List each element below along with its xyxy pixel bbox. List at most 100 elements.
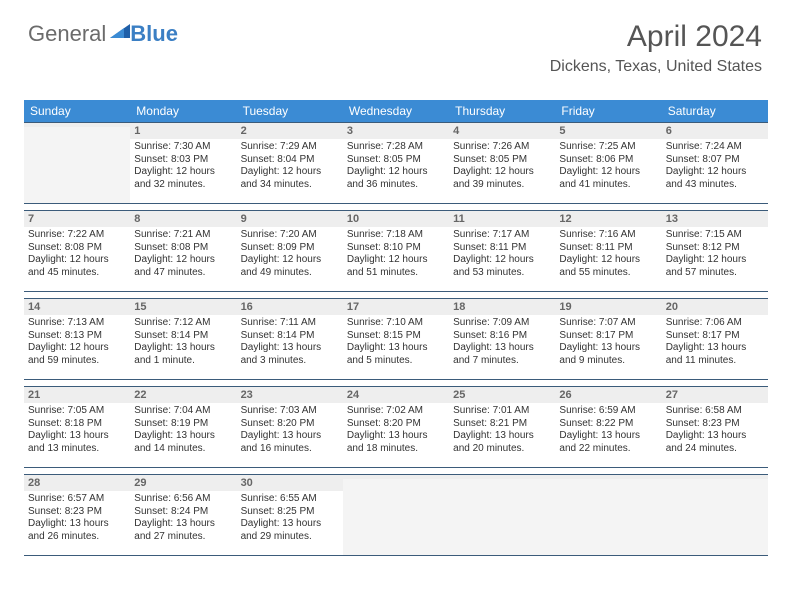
sunset-text: Sunset: 8:05 PM — [347, 154, 445, 167]
day-number — [449, 475, 555, 479]
sunrise-text: Sunrise: 7:07 AM — [559, 317, 657, 330]
sunrise-text: Sunrise: 7:09 AM — [453, 317, 551, 330]
daylight1-text: Daylight: 12 hours — [28, 254, 126, 267]
daylight1-text: Daylight: 13 hours — [134, 518, 232, 531]
sunrise-text: Sunrise: 7:16 AM — [559, 229, 657, 242]
sunrise-text: Sunrise: 7:21 AM — [134, 229, 232, 242]
sunrise-text: Sunrise: 6:58 AM — [666, 405, 764, 418]
day-cell: 8Sunrise: 7:21 AMSunset: 8:08 PMDaylight… — [130, 211, 236, 291]
daylight2-text: and 59 minutes. — [28, 355, 126, 368]
day-number: 23 — [237, 387, 343, 403]
day-number: 30 — [237, 475, 343, 491]
sunrise-text: Sunrise: 7:10 AM — [347, 317, 445, 330]
day-number — [555, 475, 661, 479]
day-number: 6 — [662, 123, 768, 139]
day-cell: 19Sunrise: 7:07 AMSunset: 8:17 PMDayligh… — [555, 299, 661, 379]
weekday-header: Saturday — [662, 100, 768, 122]
day-number: 26 — [555, 387, 661, 403]
daylight2-text: and 11 minutes. — [666, 355, 764, 368]
sunset-text: Sunset: 8:17 PM — [559, 330, 657, 343]
day-cell: 12Sunrise: 7:16 AMSunset: 8:11 PMDayligh… — [555, 211, 661, 291]
sunset-text: Sunset: 8:03 PM — [134, 154, 232, 167]
daylight1-text: Daylight: 13 hours — [134, 342, 232, 355]
sunset-text: Sunset: 8:09 PM — [241, 242, 339, 255]
daylight2-text: and 24 minutes. — [666, 443, 764, 456]
day-cell: 6Sunrise: 7:24 AMSunset: 8:07 PMDaylight… — [662, 123, 768, 203]
sunset-text: Sunset: 8:08 PM — [134, 242, 232, 255]
day-number: 10 — [343, 211, 449, 227]
daylight2-text: and 32 minutes. — [134, 179, 232, 192]
sunset-text: Sunset: 8:15 PM — [347, 330, 445, 343]
daylight2-text: and 53 minutes. — [453, 267, 551, 280]
daylight1-text: Daylight: 12 hours — [134, 166, 232, 179]
day-cell: 3Sunrise: 7:28 AMSunset: 8:05 PMDaylight… — [343, 123, 449, 203]
weekday-header-row: Sunday Monday Tuesday Wednesday Thursday… — [24, 100, 768, 122]
weekday-header: Tuesday — [237, 100, 343, 122]
sunset-text: Sunset: 8:05 PM — [453, 154, 551, 167]
page-title: April 2024 — [550, 20, 762, 54]
day-number: 13 — [662, 211, 768, 227]
day-cell-empty — [343, 475, 449, 555]
daylight1-text: Daylight: 12 hours — [134, 254, 232, 267]
week-row: 7Sunrise: 7:22 AMSunset: 8:08 PMDaylight… — [24, 210, 768, 292]
daylight1-text: Daylight: 13 hours — [241, 342, 339, 355]
day-cell: 2Sunrise: 7:29 AMSunset: 8:04 PMDaylight… — [237, 123, 343, 203]
calendar: Sunday Monday Tuesday Wednesday Thursday… — [24, 100, 768, 562]
daylight1-text: Daylight: 13 hours — [559, 430, 657, 443]
daylight2-text: and 16 minutes. — [241, 443, 339, 456]
day-number: 22 — [130, 387, 236, 403]
sunrise-text: Sunrise: 7:02 AM — [347, 405, 445, 418]
day-number: 9 — [237, 211, 343, 227]
day-number: 28 — [24, 475, 130, 491]
day-number: 1 — [130, 123, 236, 139]
sunset-text: Sunset: 8:07 PM — [666, 154, 764, 167]
day-cell-empty — [555, 475, 661, 555]
sunset-text: Sunset: 8:16 PM — [453, 330, 551, 343]
day-number: 20 — [662, 299, 768, 315]
daylight1-text: Daylight: 12 hours — [666, 166, 764, 179]
daylight2-text: and 36 minutes. — [347, 179, 445, 192]
daylight2-text: and 3 minutes. — [241, 355, 339, 368]
sunset-text: Sunset: 8:10 PM — [347, 242, 445, 255]
day-number: 16 — [237, 299, 343, 315]
sunset-text: Sunset: 8:11 PM — [453, 242, 551, 255]
day-cell: 21Sunrise: 7:05 AMSunset: 8:18 PMDayligh… — [24, 387, 130, 467]
sunset-text: Sunset: 8:06 PM — [559, 154, 657, 167]
day-cell: 4Sunrise: 7:26 AMSunset: 8:05 PMDaylight… — [449, 123, 555, 203]
sunset-text: Sunset: 8:23 PM — [666, 418, 764, 431]
daylight1-text: Daylight: 12 hours — [559, 254, 657, 267]
daylight1-text: Daylight: 12 hours — [559, 166, 657, 179]
day-cell: 9Sunrise: 7:20 AMSunset: 8:09 PMDaylight… — [237, 211, 343, 291]
daylight2-text: and 1 minute. — [134, 355, 232, 368]
daylight2-text: and 39 minutes. — [453, 179, 551, 192]
sunset-text: Sunset: 8:17 PM — [666, 330, 764, 343]
day-cell: 20Sunrise: 7:06 AMSunset: 8:17 PMDayligh… — [662, 299, 768, 379]
sunrise-text: Sunrise: 6:59 AM — [559, 405, 657, 418]
day-cell: 16Sunrise: 7:11 AMSunset: 8:14 PMDayligh… — [237, 299, 343, 379]
sunrise-text: Sunrise: 6:56 AM — [134, 493, 232, 506]
daylight2-text: and 51 minutes. — [347, 267, 445, 280]
sunset-text: Sunset: 8:18 PM — [28, 418, 126, 431]
day-number — [24, 123, 130, 127]
daylight2-text: and 27 minutes. — [134, 531, 232, 544]
daylight1-text: Daylight: 12 hours — [666, 254, 764, 267]
daylight2-text: and 29 minutes. — [241, 531, 339, 544]
daylight2-text: and 49 minutes. — [241, 267, 339, 280]
day-cell: 5Sunrise: 7:25 AMSunset: 8:06 PMDaylight… — [555, 123, 661, 203]
sunset-text: Sunset: 8:23 PM — [28, 506, 126, 519]
daylight2-text: and 14 minutes. — [134, 443, 232, 456]
sunrise-text: Sunrise: 7:05 AM — [28, 405, 126, 418]
logo-text-blue: Blue — [130, 21, 178, 47]
daylight2-text: and 26 minutes. — [28, 531, 126, 544]
week-row: 28Sunrise: 6:57 AMSunset: 8:23 PMDayligh… — [24, 474, 768, 556]
sunrise-text: Sunrise: 7:28 AM — [347, 141, 445, 154]
sunset-text: Sunset: 8:25 PM — [241, 506, 339, 519]
sunrise-text: Sunrise: 7:29 AM — [241, 141, 339, 154]
logo-text-general: General — [28, 21, 106, 47]
day-number: 5 — [555, 123, 661, 139]
sunrise-text: Sunrise: 6:55 AM — [241, 493, 339, 506]
sunrise-text: Sunrise: 7:20 AM — [241, 229, 339, 242]
sunset-text: Sunset: 8:20 PM — [241, 418, 339, 431]
day-number: 21 — [24, 387, 130, 403]
day-cell: 14Sunrise: 7:13 AMSunset: 8:13 PMDayligh… — [24, 299, 130, 379]
